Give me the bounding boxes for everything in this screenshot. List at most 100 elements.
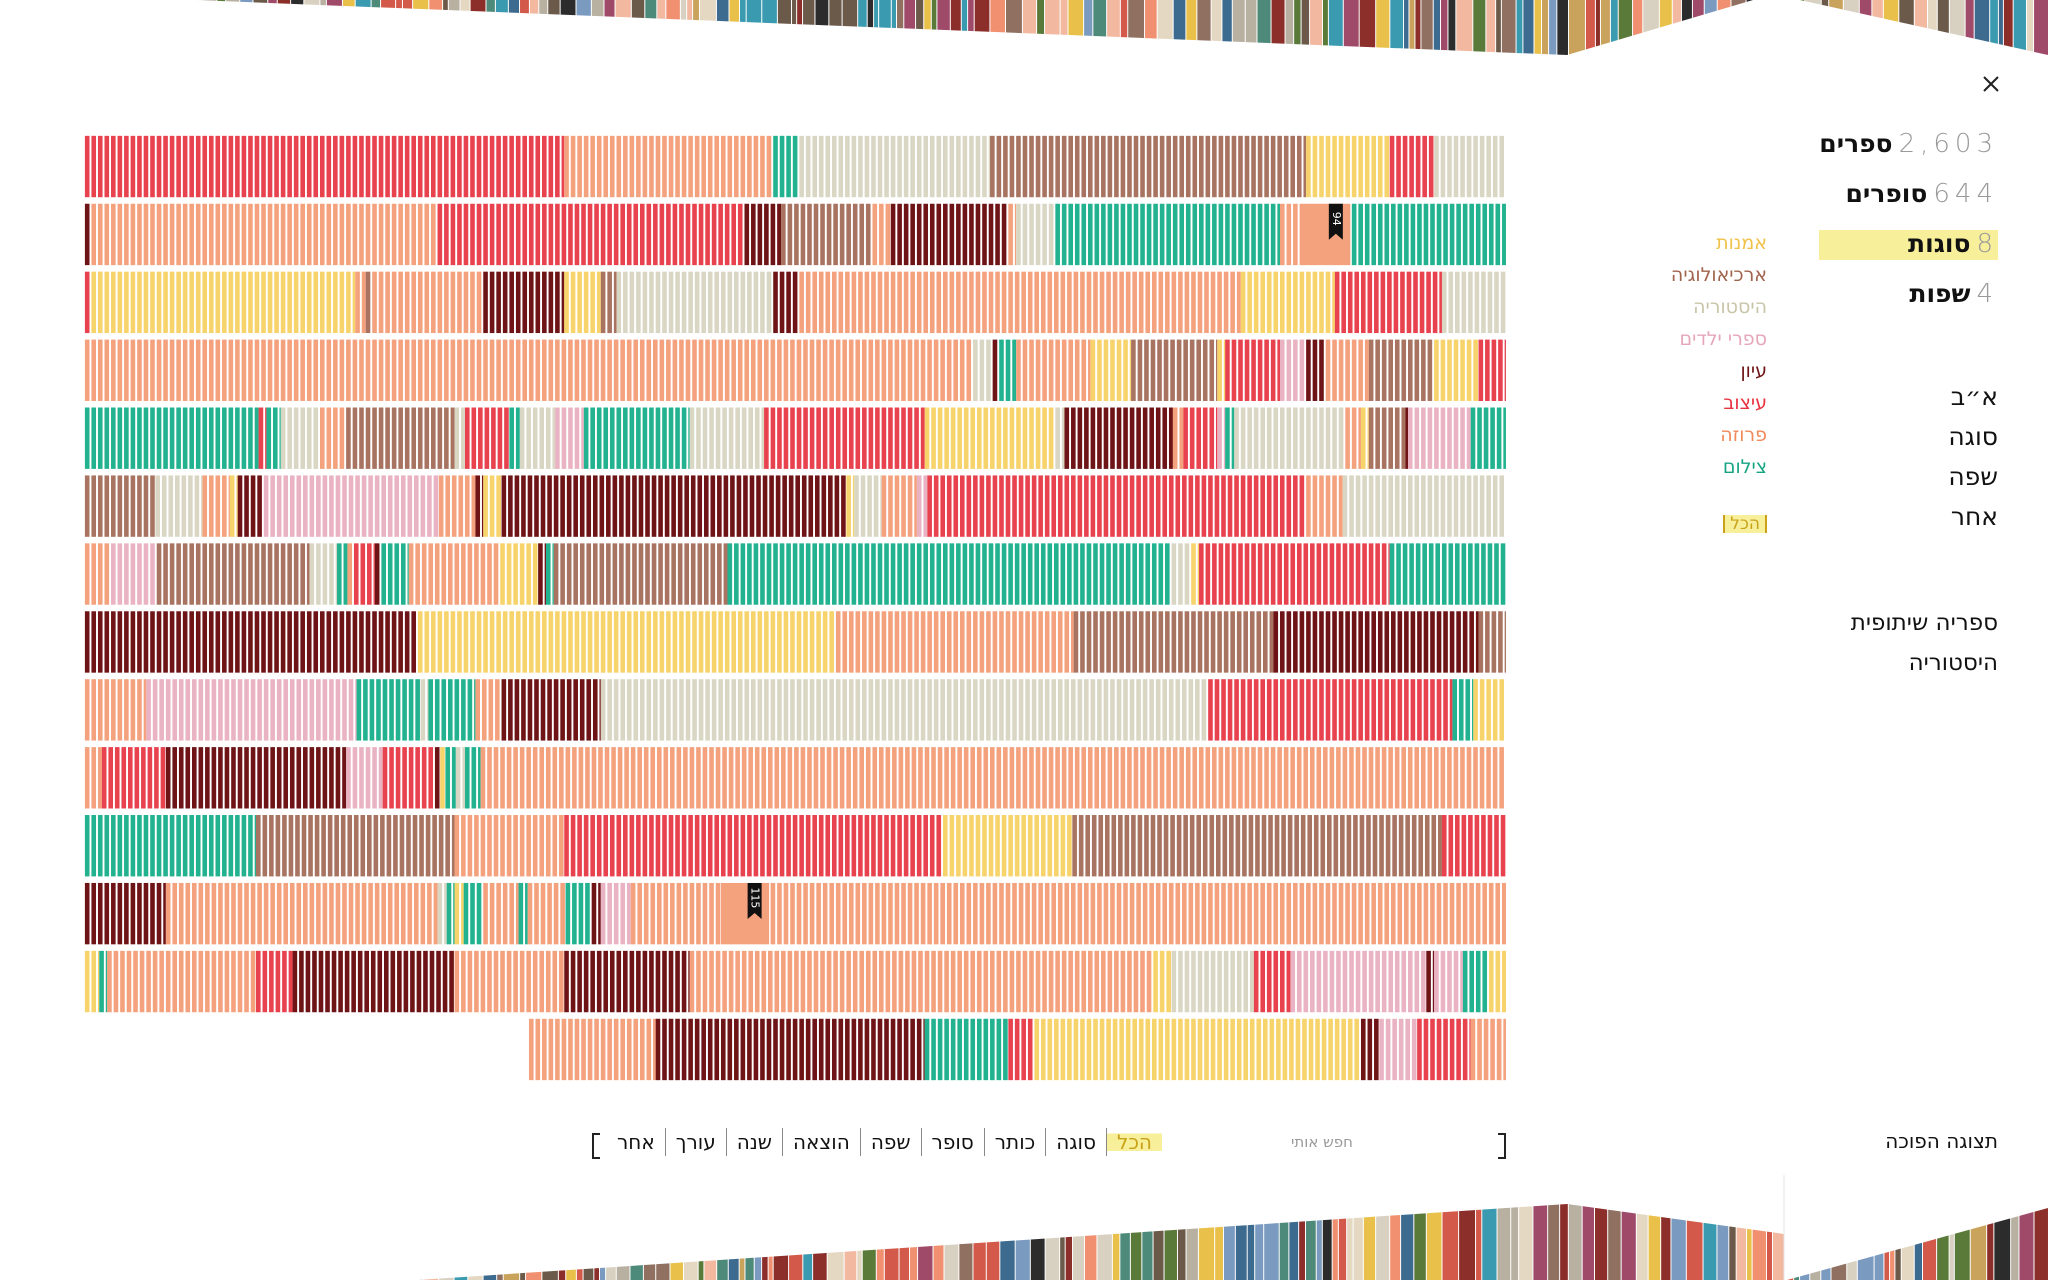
book-spine — [982, 815, 987, 877]
book-spine — [1196, 407, 1202, 469]
book-spine — [521, 475, 526, 537]
book-spine — [684, 475, 689, 537]
genre-item[interactable]: עיון — [1740, 360, 1768, 382]
genre-item[interactable]: עיצוב — [1723, 392, 1767, 414]
book-spine — [1064, 475, 1070, 537]
book-spine — [522, 135, 528, 198]
book-spine — [372, 271, 377, 334]
book-spine — [1247, 475, 1252, 537]
sort-option[interactable]: א״ב — [1950, 382, 1998, 411]
book-spine — [1329, 950, 1335, 1013]
book-spine — [548, 135, 554, 198]
book-spine — [867, 0, 874, 55]
book-spine — [1421, 339, 1426, 401]
stat[interactable]: 2,603ספרים — [1819, 119, 1998, 169]
book-spine — [1253, 950, 1259, 1013]
book-spine — [730, 475, 735, 537]
search-field[interactable]: הכל — [1105, 1128, 1162, 1156]
book-spine — [427, 475, 432, 537]
book-spine — [1417, 203, 1422, 266]
book-spine — [283, 679, 289, 741]
book-spine — [770, 203, 776, 266]
close-button[interactable] — [1983, 76, 1999, 92]
stat[interactable]: 4שפות — [1819, 269, 1998, 319]
book-spine — [1145, 543, 1151, 605]
book-spine — [454, 815, 460, 877]
book-spine — [650, 747, 656, 809]
book-spine — [476, 611, 482, 673]
book-spine — [966, 339, 972, 401]
book-spine — [1436, 611, 1442, 673]
book-spine — [1387, 271, 1392, 334]
book-spine — [283, 882, 289, 945]
book-spine — [406, 815, 411, 877]
search-field[interactable]: שנה — [725, 1128, 782, 1156]
search-field[interactable]: כותר — [983, 1128, 1045, 1156]
genre-item[interactable]: היסטוריה — [1693, 296, 1767, 318]
book-spine — [568, 1018, 573, 1081]
book-spine — [1404, 203, 1409, 266]
sort-option[interactable]: סוגה — [1948, 422, 1998, 451]
genre-item[interactable]: ארכיאולוגיה — [1670, 264, 1767, 286]
book-spine — [483, 339, 488, 401]
book-spine — [1170, 339, 1175, 401]
book-spine — [591, 747, 597, 809]
book-spine — [1485, 611, 1490, 673]
book-spine — [111, 203, 116, 266]
genre-item[interactable]: פרוזה — [1720, 424, 1767, 446]
sort-option[interactable]: שפה — [1948, 462, 1998, 491]
stat[interactable]: 8סוגות — [1819, 219, 1998, 269]
book-spine — [988, 271, 994, 334]
genre-item[interactable]: ספרי ילדים — [1679, 328, 1768, 350]
book-spine — [988, 543, 994, 605]
book-spine — [1970, 1204, 1987, 1280]
search-field[interactable]: אחר — [617, 1130, 655, 1154]
nav-link[interactable]: היסטוריה — [1908, 650, 1998, 676]
book-spine — [871, 815, 876, 877]
book-spine — [1199, 543, 1204, 605]
book-spine — [398, 407, 403, 469]
search-field[interactable]: סוגה — [1045, 1128, 1106, 1156]
book-spine — [560, 679, 565, 741]
search-input[interactable]: חפש אותי — [1291, 1133, 1353, 1151]
book-spine — [195, 815, 201, 877]
search-field[interactable]: הוצאה — [781, 1128, 860, 1156]
book-spine — [884, 543, 889, 605]
book-spine — [1299, 271, 1305, 334]
book-spine — [1296, 747, 1302, 809]
book-spine — [1264, 747, 1269, 809]
book-spine — [1407, 950, 1413, 1013]
stat[interactable]: 644סופרים — [1819, 169, 1998, 219]
book-spine — [256, 815, 261, 877]
genre-all[interactable]: הכל — [1723, 515, 1767, 533]
sort-option[interactable]: אחר — [1950, 502, 1998, 531]
book-spine — [1168, 475, 1174, 537]
book-spine — [620, 339, 625, 401]
book-spine — [901, 679, 906, 741]
book-spine — [1208, 882, 1213, 945]
book-spine — [796, 407, 802, 469]
book-spine — [990, 1018, 995, 1081]
search-field[interactable]: שפה — [859, 1128, 921, 1156]
book-spine — [838, 1018, 844, 1081]
book-spine — [1061, 203, 1067, 266]
book-spine — [970, 950, 976, 1013]
book-spine — [1928, 0, 1937, 55]
book-spine — [300, 271, 305, 334]
search-field[interactable]: עורך — [664, 1128, 726, 1156]
search-field[interactable]: סופר — [920, 1128, 984, 1156]
nav-link[interactable]: ספריה שיתופית — [1850, 610, 1998, 636]
book-spine — [1064, 679, 1070, 741]
book-spine — [1473, 679, 1478, 741]
genre-item[interactable]: אמנות — [1716, 232, 1767, 254]
book-spine — [111, 339, 116, 401]
book-spine — [481, 679, 487, 741]
book-spine — [630, 747, 636, 809]
book-spine — [1322, 0, 1328, 55]
genre-item[interactable]: צילום — [1722, 456, 1767, 478]
book-spine — [489, 611, 495, 673]
view-toggle[interactable]: תצוגה הפוכה — [1885, 1129, 1998, 1153]
book-spine — [1029, 950, 1034, 1013]
book-spine — [326, 271, 332, 334]
book-spine — [975, 135, 981, 198]
